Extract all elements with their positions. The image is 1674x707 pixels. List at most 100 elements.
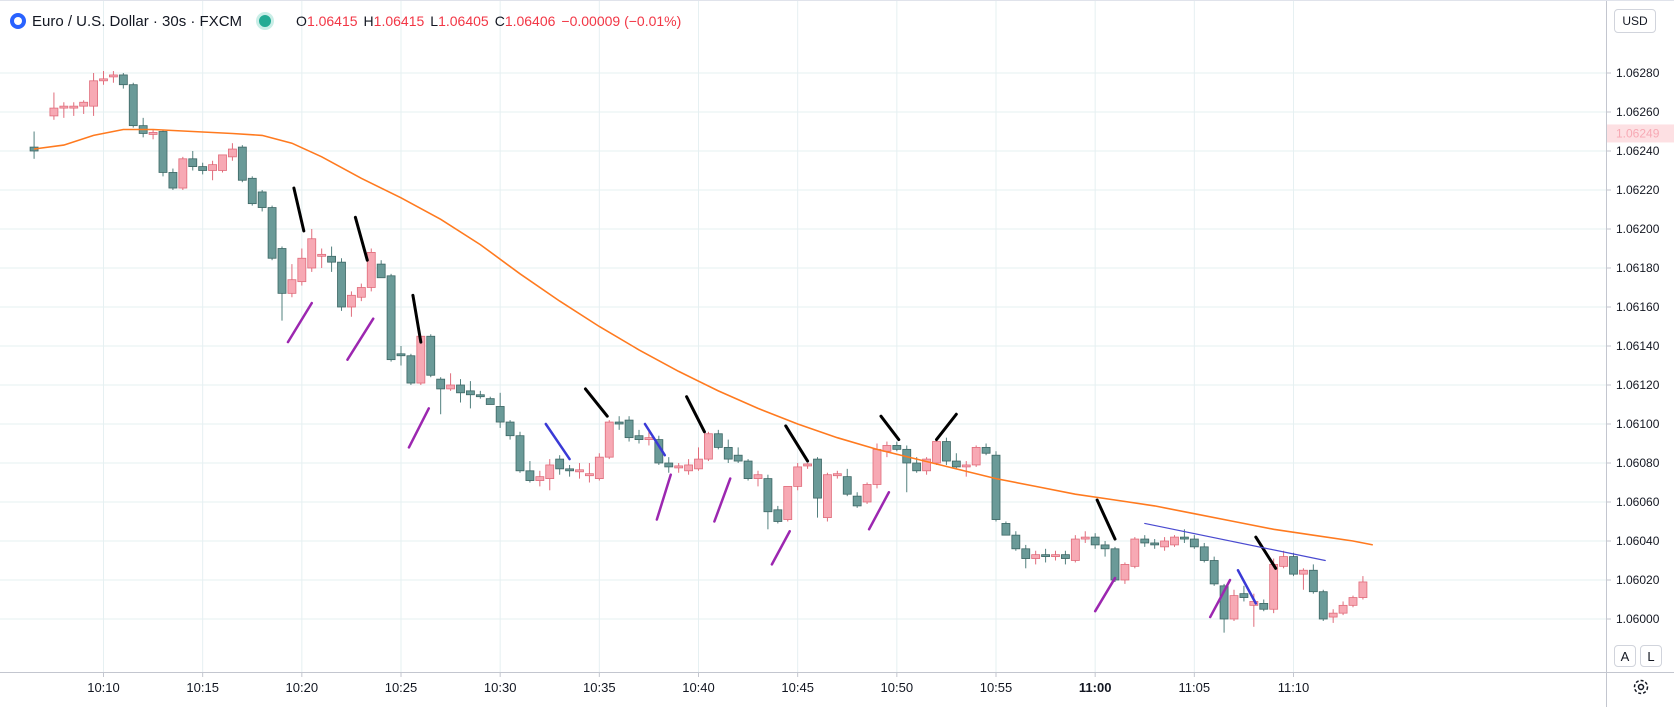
x-tick-label-4: 10:30 xyxy=(484,680,517,695)
candle-22 xyxy=(257,190,267,212)
settings-gear-icon[interactable] xyxy=(1631,677,1651,697)
candle-body xyxy=(466,390,475,396)
candle-body xyxy=(198,166,208,171)
candle-body xyxy=(1180,536,1189,540)
candle-101 xyxy=(1041,548,1050,563)
y-tick-label-6: 1.06160 xyxy=(1616,300,1660,314)
candle-body xyxy=(1348,597,1358,606)
candle-body xyxy=(396,353,406,357)
candle-body xyxy=(1269,564,1279,610)
candle-12 xyxy=(158,129,168,177)
candle-10 xyxy=(138,117,148,138)
trend-line-21 xyxy=(1236,569,1258,605)
symbol-title[interactable]: Euro / U.S. Dollar · 30s · FXCM xyxy=(32,12,243,30)
candle-106 xyxy=(1090,533,1100,549)
candle-90 xyxy=(932,439,941,465)
candle-112 xyxy=(1150,539,1160,549)
candle-body xyxy=(644,437,654,440)
candle-body xyxy=(376,263,386,279)
moving-average-layer xyxy=(33,128,1373,546)
trend-line-3 xyxy=(583,387,609,418)
x-tick-label-1: 10:15 xyxy=(186,680,219,695)
candle-87 xyxy=(902,445,912,493)
y-tick-label-9: 1.06100 xyxy=(1616,417,1660,431)
candle-100 xyxy=(1031,550,1041,565)
candle-body xyxy=(366,251,376,288)
y-tick-label-3: 1.06220 xyxy=(1616,183,1660,197)
y-tick-label-10: 1.06080 xyxy=(1616,456,1660,470)
candle-body xyxy=(704,433,713,460)
candle-body xyxy=(1120,564,1130,581)
candle-27 xyxy=(307,229,317,272)
candle-body xyxy=(892,445,902,450)
candle-9 xyxy=(128,82,138,128)
currency-selector[interactable]: USD xyxy=(1614,9,1656,33)
candle-body xyxy=(922,458,931,472)
candle-105 xyxy=(1080,531,1090,543)
symbol-legend: Euro / U.S. Dollar · 30s · FXCM O 1.06415… xyxy=(10,10,681,32)
candle-body xyxy=(168,172,178,189)
candle-79 xyxy=(823,472,832,522)
auto-scale-button[interactable]: A xyxy=(1614,645,1636,667)
candle-body xyxy=(277,248,287,294)
trend-line-17 xyxy=(1093,576,1117,613)
candle-body xyxy=(1110,548,1120,581)
y-tick-label-1: 1.06260 xyxy=(1616,105,1660,119)
candle-body xyxy=(406,355,416,384)
candle-109 xyxy=(1120,562,1130,584)
candle-body xyxy=(158,131,168,173)
candle-66 xyxy=(694,447,703,471)
candle-95 xyxy=(981,443,991,456)
candle-body xyxy=(118,74,128,86)
candle-15 xyxy=(188,151,198,171)
candle-97 xyxy=(1001,521,1011,536)
candle-body xyxy=(109,74,118,78)
candle-34 xyxy=(376,260,386,279)
candle-body xyxy=(1219,585,1229,620)
candle-94 xyxy=(971,445,981,467)
candle-body xyxy=(1328,612,1338,618)
log-scale-button[interactable]: L xyxy=(1640,645,1662,667)
candle-40 xyxy=(436,377,446,415)
candle-17 xyxy=(208,160,217,181)
price-scale-bg xyxy=(1606,0,1674,707)
x-tick-label-5: 10:35 xyxy=(583,680,616,695)
candle-body xyxy=(317,253,327,257)
candle-body xyxy=(287,279,297,294)
market-status-icon[interactable] xyxy=(256,12,275,30)
candle-body xyxy=(664,462,674,468)
candle-body xyxy=(426,335,436,376)
candle-body xyxy=(555,458,565,470)
candle-body xyxy=(347,294,356,308)
candle-59 xyxy=(624,416,634,442)
candle-16 xyxy=(198,162,208,175)
candle-41 xyxy=(446,373,455,391)
candle-body xyxy=(575,469,584,473)
candle-body xyxy=(565,468,574,472)
candle-body xyxy=(1189,538,1199,548)
symbol-logo-icon[interactable] xyxy=(10,13,26,29)
candle-20 xyxy=(237,145,247,183)
candle-108 xyxy=(1110,546,1120,582)
close-key: C xyxy=(494,13,505,29)
candle-58 xyxy=(614,416,624,430)
x-tick-label-11: 11:05 xyxy=(1179,680,1211,695)
y-tick-label-14: 1.06000 xyxy=(1616,612,1660,626)
candle-body xyxy=(1199,546,1209,561)
candle-body xyxy=(525,470,535,481)
candle-2 xyxy=(59,102,69,118)
candle-body xyxy=(1170,536,1179,546)
change-value: −0.00009 (−0.01%) xyxy=(561,13,682,29)
candle-126 xyxy=(1289,552,1298,577)
candle-54 xyxy=(575,463,584,479)
candle-46 xyxy=(495,392,505,428)
x-tick-label-8: 10:50 xyxy=(881,680,914,695)
candle-49 xyxy=(525,461,535,483)
candle-99 xyxy=(1021,544,1031,569)
candle-body xyxy=(783,485,793,520)
candle-85 xyxy=(882,441,892,458)
trend-line-7 xyxy=(935,412,958,442)
candle-18 xyxy=(218,154,227,173)
